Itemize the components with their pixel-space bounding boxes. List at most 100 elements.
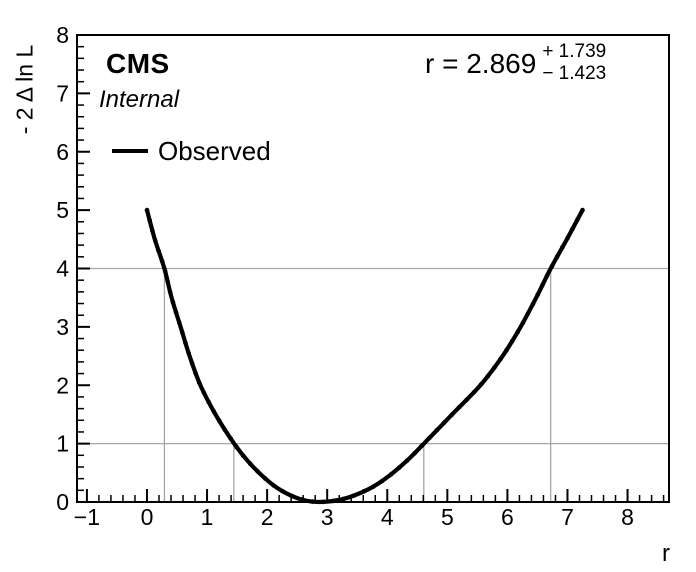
scan-point-marker <box>183 340 188 346</box>
x-axis-title: r <box>662 540 670 567</box>
scan-point-marker <box>456 405 462 410</box>
scan-point-marker <box>299 497 305 502</box>
scan-point-marker <box>162 268 168 274</box>
scan-point-marker <box>176 320 182 325</box>
scan-point-marker <box>371 484 376 489</box>
legend: Observed <box>112 138 271 164</box>
scan-point-marker <box>565 235 570 241</box>
fit-result-plus-error: + 1.739 <box>542 41 607 62</box>
x-tick-label: 4 <box>381 504 394 530</box>
plot-frame <box>76 34 670 503</box>
scan-point-marker <box>341 496 347 502</box>
scan-point-marker <box>153 238 158 244</box>
scan-point-marker <box>206 399 211 405</box>
scan-point-marker <box>193 370 198 376</box>
scan-point-marker <box>485 373 491 379</box>
scan-point-marker <box>520 320 526 326</box>
scan-point-marker <box>419 443 425 448</box>
scan-point-marker <box>515 329 520 335</box>
scan-point-marker <box>396 465 402 471</box>
scan-point-marker <box>173 310 179 315</box>
scan-point-marker <box>504 348 509 353</box>
x-tick-label: 0 <box>141 504 154 530</box>
scan-point-marker <box>280 488 285 494</box>
scan-point-marker <box>234 445 239 450</box>
scan-point-marker <box>216 418 222 423</box>
scan-point-marker <box>147 218 152 223</box>
scan-point-marker <box>412 450 417 456</box>
y-axis-title: - 2 Δ ln L <box>11 44 38 135</box>
legend-label-observed: Observed <box>158 136 271 166</box>
x-tick-label: −1 <box>74 504 100 530</box>
x-tick-label: 8 <box>621 504 634 530</box>
fit-result-value: r = 2.869 <box>425 48 537 79</box>
scan-point-marker <box>464 397 469 403</box>
fit-result-minus-error: − 1.423 <box>542 63 607 84</box>
fit-result: r = 2.869 + 1.739 − 1.423 <box>425 41 606 94</box>
scan-point-marker <box>222 427 228 433</box>
scan-point-marker <box>540 282 545 288</box>
y-tick-label: 5 <box>56 197 69 223</box>
y-tick-label: 3 <box>56 314 69 340</box>
y-tick-label: 7 <box>56 80 69 106</box>
fit-result-uncertainties: + 1.739 − 1.423 <box>542 41 606 85</box>
x-tick-label: 7 <box>561 504 574 530</box>
scan-point-marker <box>167 289 173 295</box>
scan-point-marker <box>180 330 185 336</box>
scan-point-marker <box>271 483 276 488</box>
scan-point-marker <box>388 472 394 477</box>
scan-point-marker <box>549 263 555 269</box>
scan-point-marker <box>228 436 233 441</box>
x-tick-label: 3 <box>321 504 334 530</box>
scan-point-marker <box>211 409 217 414</box>
scan-point-marker <box>320 499 326 505</box>
scan-point-marker <box>427 435 432 441</box>
x-tick-label: 6 <box>501 504 514 530</box>
scan-point-marker <box>170 299 176 305</box>
y-tick-label: 8 <box>56 22 69 48</box>
scan-point-marker <box>331 498 336 504</box>
scan-point-marker <box>197 380 202 386</box>
scan-point-marker <box>150 228 155 233</box>
x-tick-label: 1 <box>201 504 214 530</box>
scan-point-marker <box>144 207 150 213</box>
scan-point-marker <box>201 390 207 396</box>
scan-point-marker <box>509 339 515 344</box>
internal-status-label: Internal <box>99 86 180 113</box>
observed-line-sample <box>112 149 148 153</box>
scan-point-marker <box>165 279 170 284</box>
scan-point-marker <box>351 493 357 498</box>
scan-point-marker <box>289 493 295 499</box>
scan-point-marker <box>554 254 560 260</box>
scan-point-marker <box>530 301 536 307</box>
scan-point-marker <box>492 365 497 371</box>
y-tick-label: 0 <box>56 489 69 515</box>
scan-point-marker <box>240 453 246 459</box>
scan-point-marker <box>186 350 191 356</box>
scan-point-marker <box>478 382 484 387</box>
scan-point-marker <box>498 356 503 362</box>
scan-point-marker <box>310 499 315 504</box>
scan-point-marker <box>544 273 550 278</box>
scan-point-marker <box>570 226 575 232</box>
y-tick-label: 4 <box>56 256 69 282</box>
scan-point-marker <box>535 292 540 298</box>
scan-point-marker <box>441 420 447 425</box>
scan-point-marker <box>247 461 253 467</box>
scan-point-marker <box>434 428 440 433</box>
scan-point-marker <box>156 248 161 254</box>
x-tick-label: 5 <box>441 504 454 530</box>
scan-point-marker <box>189 360 195 366</box>
scan-point-marker <box>361 489 367 494</box>
scan-point-marker <box>580 207 585 213</box>
scan-point-marker <box>525 311 531 316</box>
scan-point-marker <box>159 258 165 264</box>
observed-curve <box>144 208 585 505</box>
scan-point-marker <box>380 478 385 484</box>
x-tick-label: 2 <box>261 504 274 530</box>
scan-point-marker <box>560 245 565 250</box>
scan-point-marker <box>404 458 410 463</box>
y-tick-label: 2 <box>56 372 69 398</box>
